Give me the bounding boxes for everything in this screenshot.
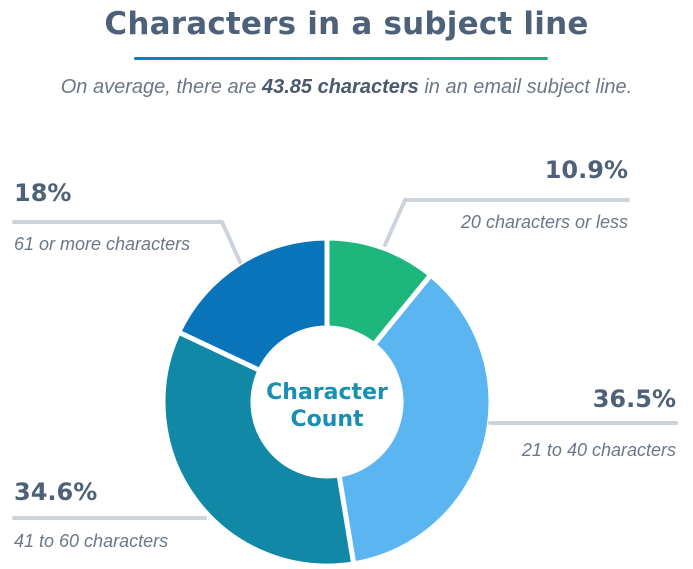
subtitle-pre: On average, there are [60, 76, 262, 98]
slice-category-label-1: 20 characters or less [460, 212, 628, 232]
slice-percent-label-1: 10.9% [545, 156, 628, 184]
center-label-line-1: Character [266, 380, 388, 405]
center-label-line-2: Count [290, 407, 364, 432]
donut-slice-4 [176, 235, 330, 373]
subtitle-highlight: 43.85 characters [261, 76, 419, 98]
slice-percent-label-3: 34.6% [14, 478, 97, 506]
page-title: Characters in a subject line [104, 6, 589, 42]
slice-percent-label-2: 36.5% [593, 385, 676, 413]
slice-percent-label-4: 18% [14, 179, 71, 207]
donut-slice-2 [336, 272, 494, 567]
subtitle-post: in an email subject line. [418, 76, 633, 98]
slice-category-label-4: 61 or more characters [14, 234, 190, 254]
slice-category-label-2: 21 to 40 characters [521, 440, 676, 460]
leader-line-1 [383, 198, 630, 247]
title-underline [134, 57, 548, 60]
donut-slice-3 [160, 329, 357, 569]
slice-category-label-3: 41 to 60 characters [14, 531, 168, 551]
leader-line-4 [12, 220, 242, 264]
page-subtitle: On average, there are 43.85 characters i… [0, 76, 693, 99]
